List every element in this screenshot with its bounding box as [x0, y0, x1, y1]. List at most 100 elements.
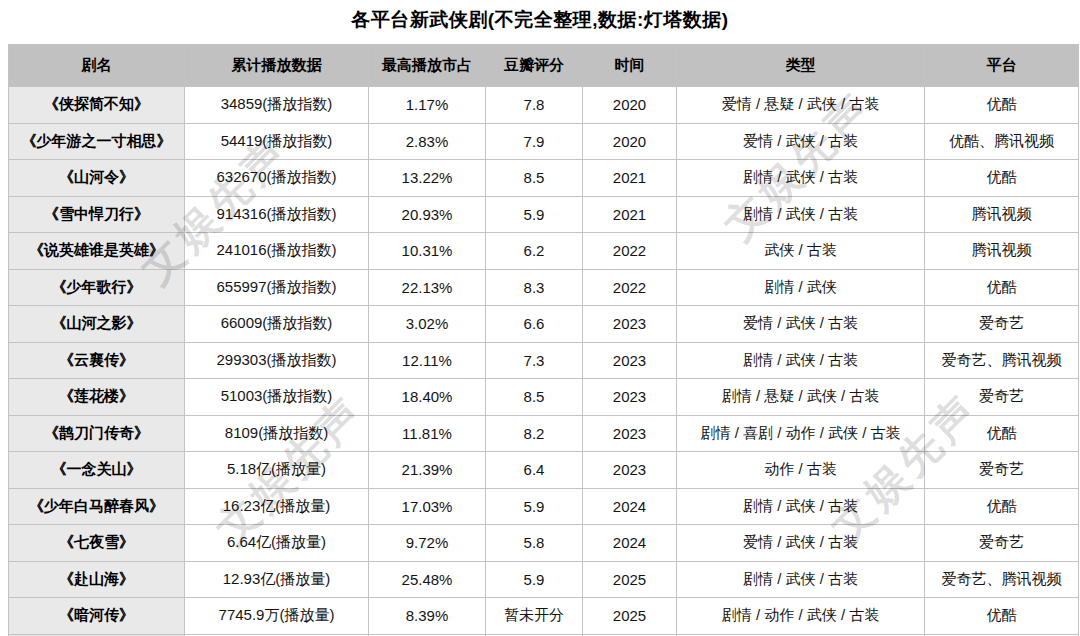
table-cell: 2023 [583, 306, 677, 343]
table-header: 剧名累计播放数据最高播放市占豆瓣评分时间类型平台 [9, 45, 1079, 87]
table-cell: 剧情 / 武侠 / 古装 [677, 561, 925, 598]
table-cell: 2025 [583, 561, 677, 598]
table-cell: 9.72% [369, 525, 486, 562]
table-cell: 299303(播放指数) [185, 342, 369, 379]
drama-name-cell: 《少年白马醉春风》 [9, 488, 185, 525]
table-cell: 17.03% [369, 488, 486, 525]
table-cell: 21.39% [369, 452, 486, 489]
drama-name-cell: 《少年歌行》 [9, 269, 185, 306]
table-cell: 20.93% [369, 196, 486, 233]
table-cell: 2023 [583, 452, 677, 489]
table-cell: 7745.9万(播放量) [185, 598, 369, 635]
table-cell: 爱奇艺 [925, 379, 1079, 416]
table-cell: 剧情 / 喜剧 / 动作 / 武侠 / 古装 [677, 415, 925, 452]
table-cell: 655997(播放指数) [185, 269, 369, 306]
table-row: 《七夜雪》6.64亿(播放量)9.72%5.82024爱情 / 武侠 / 古装爱… [9, 525, 1079, 562]
table-cell: 爱情 / 武侠 / 古装 [677, 123, 925, 160]
drama-name-cell: 《少年游之一寸相思》 [9, 123, 185, 160]
drama-table: 剧名累计播放数据最高播放市占豆瓣评分时间类型平台 《侠探简不知》34859(播放… [8, 44, 1079, 636]
table-cell: 10.31% [369, 233, 486, 270]
table-row: 《少年白马醉春风》16.23亿(播放量)17.03%5.92024剧情 / 武侠… [9, 488, 1079, 525]
table-cell: 暂未开分 [486, 598, 583, 635]
table-cell: 2.83% [369, 123, 486, 160]
table-cell: 优酷 [925, 415, 1079, 452]
drama-name-cell: 《七夜雪》 [9, 525, 185, 562]
table-cell: 2021 [583, 160, 677, 197]
table-cell: 12.93亿(播放量) [185, 561, 369, 598]
table-cell: 2022 [583, 233, 677, 270]
table-cell: 2020 [583, 123, 677, 160]
page: 各平台新武侠剧(不完全整理,数据:灯塔数据) 剧名累计播放数据最高播放市占豆瓣评… [0, 0, 1080, 636]
table-row: 《山河之影》66009(播放指数)3.02%6.62023爱情 / 武侠 / 古… [9, 306, 1079, 343]
table-cell: 腾讯视频 [925, 233, 1079, 270]
column-header-0: 剧名 [9, 45, 185, 87]
table-cell: 8.5 [486, 379, 583, 416]
table-cell: 武侠 / 古装 [677, 233, 925, 270]
column-header-2: 最高播放市占 [369, 45, 486, 87]
table-row: 《鹊刀门传奇》8109(播放指数)11.81%8.22023剧情 / 喜剧 / … [9, 415, 1079, 452]
table-cell: 6.6 [486, 306, 583, 343]
table-cell: 11.81% [369, 415, 486, 452]
table-cell: 优酷 [925, 160, 1079, 197]
table-cell: 16.23亿(播放量) [185, 488, 369, 525]
table-row: 《暗河传》7745.9万(播放量)8.39%暂未开分2025剧情 / 动作 / … [9, 598, 1079, 635]
table-cell: 241016(播放指数) [185, 233, 369, 270]
table-cell: 爱奇艺、腾讯视频 [925, 342, 1079, 379]
table-cell: 优酷 [925, 87, 1079, 124]
table-cell: 5.9 [486, 196, 583, 233]
table-cell: 66009(播放指数) [185, 306, 369, 343]
drama-name-cell: 《赴山海》 [9, 561, 185, 598]
table-cell: 2023 [583, 379, 677, 416]
table-row: 《侠探简不知》34859(播放指数)1.17%7.82020爱情 / 悬疑 / … [9, 87, 1079, 124]
table-cell: 6.4 [486, 452, 583, 489]
table-cell: 2023 [583, 342, 677, 379]
table-cell: 剧情 / 武侠 / 古装 [677, 342, 925, 379]
table-cell: 34859(播放指数) [185, 87, 369, 124]
table-row: 《云襄传》299303(播放指数)12.11%7.32023剧情 / 武侠 / … [9, 342, 1079, 379]
table-cell: 剧情 / 武侠 / 古装 [677, 196, 925, 233]
column-header-5: 类型 [677, 45, 925, 87]
table-cell: 动作 / 古装 [677, 452, 925, 489]
table-row: 《少年游之一寸相思》54419(播放指数)2.83%7.92020爱情 / 武侠… [9, 123, 1079, 160]
table-cell: 剧情 / 武侠 / 古装 [677, 160, 925, 197]
table-cell: 5.18亿(播放量) [185, 452, 369, 489]
table-cell: 8.5 [486, 160, 583, 197]
table-cell: 12.11% [369, 342, 486, 379]
table-cell: 7.3 [486, 342, 583, 379]
table-cell: 优酷 [925, 269, 1079, 306]
drama-name-cell: 《侠探简不知》 [9, 87, 185, 124]
table-cell: 优酷 [925, 598, 1079, 635]
table-cell: 腾讯视频 [925, 196, 1079, 233]
table-cell: 爱奇艺、腾讯视频 [925, 561, 1079, 598]
table-cell: 2020 [583, 87, 677, 124]
table-cell: 2025 [583, 598, 677, 635]
table-row: 《一念关山》5.18亿(播放量)21.39%6.42023动作 / 古装爱奇艺 [9, 452, 1079, 489]
table-cell: 8109(播放指数) [185, 415, 369, 452]
table-cell: 18.40% [369, 379, 486, 416]
table-cell: 剧情 / 武侠 [677, 269, 925, 306]
table-cell: 6.2 [486, 233, 583, 270]
table-row: 《雪中悍刀行》914316(播放指数)20.93%5.92021剧情 / 武侠 … [9, 196, 1079, 233]
drama-name-cell: 《鹊刀门传奇》 [9, 415, 185, 452]
table-cell: 5.9 [486, 561, 583, 598]
table-row: 《少年歌行》655997(播放指数)22.13%8.32022剧情 / 武侠优酷 [9, 269, 1079, 306]
table-cell: 8.39% [369, 598, 486, 635]
table-cell: 914316(播放指数) [185, 196, 369, 233]
drama-name-cell: 《暗河传》 [9, 598, 185, 635]
drama-name-cell: 《雪中悍刀行》 [9, 196, 185, 233]
table-cell: 3.02% [369, 306, 486, 343]
table-cell: 优酷 [925, 488, 1079, 525]
drama-name-cell: 《说英雄谁是英雄》 [9, 233, 185, 270]
drama-name-cell: 《一念关山》 [9, 452, 185, 489]
column-header-4: 时间 [583, 45, 677, 87]
column-header-3: 豆瓣评分 [486, 45, 583, 87]
table-cell: 8.3 [486, 269, 583, 306]
table-row: 《山河令》632670(播放指数)13.22%8.52021剧情 / 武侠 / … [9, 160, 1079, 197]
table-body: 《侠探简不知》34859(播放指数)1.17%7.82020爱情 / 悬疑 / … [9, 87, 1079, 636]
table-cell: 爱奇艺 [925, 525, 1079, 562]
table-cell: 2022 [583, 269, 677, 306]
table-cell: 爱情 / 武侠 / 古装 [677, 306, 925, 343]
table-cell: 7.9 [486, 123, 583, 160]
header-row: 剧名累计播放数据最高播放市占豆瓣评分时间类型平台 [9, 45, 1079, 87]
page-title: 各平台新武侠剧(不完全整理,数据:灯塔数据) [0, 7, 1080, 33]
